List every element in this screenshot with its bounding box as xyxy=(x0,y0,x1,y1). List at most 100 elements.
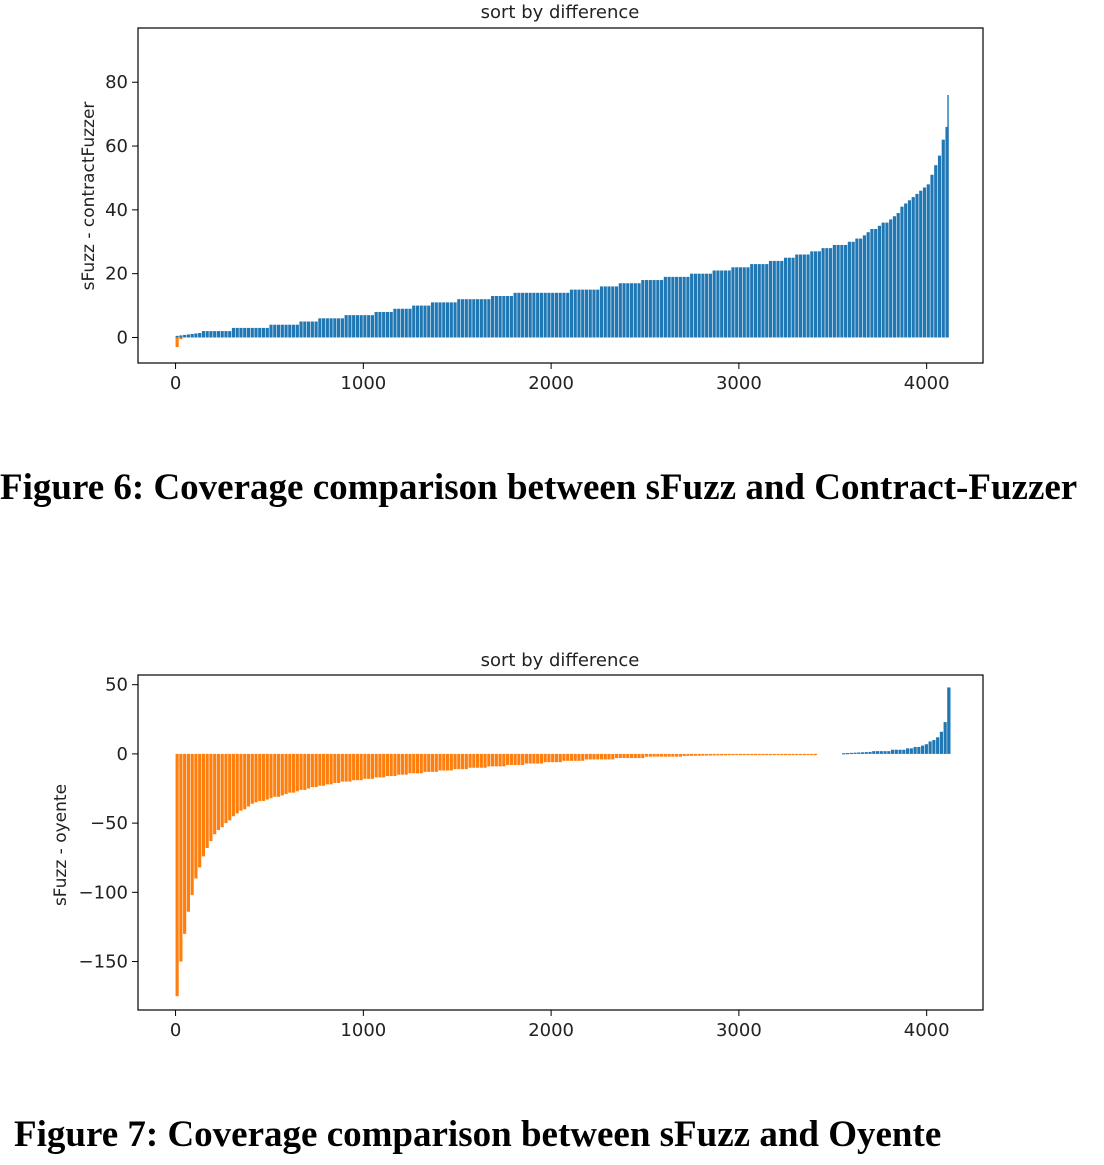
figure-6-bar-s1-67 xyxy=(427,305,431,338)
figure-7-bar-s0-37 xyxy=(314,753,318,788)
figure-7-bar-s0-163 xyxy=(787,753,791,756)
figure-7-bar-s0-96 xyxy=(536,753,540,764)
figure-7-bar-s1-15 xyxy=(898,749,902,754)
figure-6-bar-s1-103 xyxy=(562,292,566,338)
figure-7-bar-s0-22 xyxy=(258,753,262,801)
figure-6-bar-s1-117 xyxy=(614,286,619,338)
figure-7-bar-s0-87 xyxy=(502,753,506,767)
figure-6-bar-s1-4 xyxy=(190,333,194,338)
figure-6-bar-s1-76 xyxy=(460,299,465,338)
figure-7-bar-s0-51 xyxy=(367,753,371,779)
figure-7-bar-s0-105 xyxy=(569,753,574,761)
figure-7-bar-s0-58 xyxy=(393,753,397,777)
figure-6-bar-s1-99 xyxy=(547,292,551,338)
figure-7-bar-s0-32 xyxy=(295,753,299,792)
figure-6-bar-s1-171 xyxy=(817,251,821,338)
figure-7-bar-s0-127 xyxy=(652,753,656,757)
figure-6-bar-s1-93 xyxy=(524,292,528,338)
figure-6-bar-s1-186 xyxy=(874,229,878,338)
figure-6-bar-s1-192 xyxy=(896,213,900,338)
figure-7-bar-s0-21 xyxy=(254,753,258,803)
figure-7-bar-s0-45 xyxy=(344,753,348,782)
figure-6-bar-s1-159 xyxy=(772,260,776,338)
figure-6-bar-s1-43 xyxy=(337,318,341,338)
figure-6-bar-s1-162 xyxy=(783,257,788,338)
figure-7-bar-s0-57 xyxy=(389,753,393,777)
figure-7-bar-s0-77 xyxy=(464,753,468,770)
figure-6-bar-s1-89 xyxy=(509,296,513,338)
figure-7-bar-s0-147 xyxy=(727,753,731,756)
figure-7-bar-s0-124 xyxy=(641,753,645,759)
figure-6-bar-s1-131 xyxy=(667,276,671,338)
figure-7-bar-s0-60 xyxy=(400,753,405,775)
figure-7-bar-s0-86 xyxy=(498,753,502,767)
figure-7-bar-s1-3 xyxy=(853,752,857,754)
figure-6-bar-s1-1 xyxy=(179,335,183,338)
figure-7-bar-s0-117 xyxy=(614,753,619,759)
figure-6-bar-s1-59 xyxy=(397,308,401,338)
figure-7-bar-s1-14 xyxy=(894,749,898,754)
figure-6-y-tick-label-1: 20 xyxy=(105,264,128,285)
figure-6-bar-s1-190 xyxy=(889,219,893,338)
figure-7-bar-s0-171 xyxy=(814,753,816,756)
figure-6-bar-s1-95 xyxy=(532,292,536,338)
figure-6-bar-s1-28 xyxy=(280,324,284,338)
figure-6-bar-s1-96 xyxy=(536,292,540,338)
figure-7-bar-s1-20 xyxy=(917,746,921,754)
figure-6-bar-s1-112 xyxy=(596,289,600,338)
figure-7-bar-s0-55 xyxy=(382,753,386,778)
figure-6-bar-s1-24 xyxy=(265,327,269,338)
figure-7-bar-s0-99 xyxy=(547,753,551,763)
figure-7-bar-s0-42 xyxy=(333,753,337,783)
figure-6-bar-s1-143 xyxy=(712,270,716,338)
figure-7-x-tick-label-2: 2000 xyxy=(528,1020,574,1041)
figure-6-caption: Figure 6: Coverage comparison between sF… xyxy=(0,467,1078,508)
figure-7-bar-s0-79 xyxy=(472,753,476,768)
figure-6-bar-s1-73 xyxy=(449,302,453,338)
figure-6-bar-s1-86 xyxy=(498,296,502,338)
figure-7-bar-s0-5 xyxy=(194,753,198,879)
figure-7-bar-s0-107 xyxy=(577,753,581,761)
figure-7-bar-s0-49 xyxy=(359,753,363,781)
figure-6-bar-s1-46 xyxy=(348,315,352,338)
figure-7-bar-s0-4 xyxy=(190,753,194,896)
figure-7-bar-s0-38 xyxy=(318,753,322,786)
figure-6-bar-s1-199 xyxy=(922,187,927,338)
figure-7-y-tick-label-3: −100 xyxy=(79,882,128,903)
figure-6-bar-s1-36 xyxy=(310,321,314,338)
figure-6-bar-s1-58 xyxy=(393,308,397,338)
figure-6-bar-s1-29 xyxy=(284,324,288,338)
figure-6-bar-s1-11 xyxy=(216,331,221,338)
figure-6-bar-s1-155 xyxy=(757,264,761,338)
figure-6-bar-s1-65 xyxy=(419,305,423,338)
figure-7-bar-s1-17 xyxy=(906,748,910,754)
figure-6-bar-s1-170 xyxy=(814,251,818,338)
figure-7-bar-s0-33 xyxy=(299,753,303,790)
figure-7-bar-s0-100 xyxy=(551,753,555,763)
figure-6-bar-s1-198 xyxy=(919,190,923,338)
figure-6-bar-s1-52 xyxy=(370,315,374,338)
figure-7-bar-s0-29 xyxy=(284,753,288,795)
figure-6-bar-s1-19 xyxy=(246,327,251,338)
figure-7-bar-s1-13 xyxy=(890,749,895,754)
figure-7-bar-s0-167 xyxy=(802,753,806,756)
figure-6-bar-s1-83 xyxy=(487,299,491,338)
figure-6-bar-s1-157 xyxy=(765,264,769,338)
figure-6-bar-s1-161 xyxy=(780,260,784,338)
figure-6-bar-s1-92 xyxy=(521,292,525,338)
figure-6-y-tick-label-4: 80 xyxy=(105,72,128,93)
figure-7-bar-s0-160 xyxy=(776,753,780,756)
figure-7-bar-s0-65 xyxy=(419,753,423,774)
figure-6-bar-s0-1 xyxy=(179,337,183,340)
figure-6-bar-s1-82 xyxy=(483,299,487,338)
figure-6-bar-s1-68 xyxy=(430,302,435,338)
figure-6-svg: sort by difference 0 1000 2000 3000 4000 0 20… xyxy=(79,2,984,394)
figure-6-bar-s1-165 xyxy=(795,254,799,338)
figure-7-bar-s0-140 xyxy=(701,753,705,756)
figure-7-bar-s0-145 xyxy=(720,753,724,756)
figure-6-bar-s1-72 xyxy=(445,302,450,338)
figure-7-bar-s1-9 xyxy=(875,751,880,754)
figure-6-bar-s1-80 xyxy=(476,299,480,338)
figure-7-bar-s0-169 xyxy=(810,753,814,756)
figure-6-bar-s1-20 xyxy=(250,327,254,338)
